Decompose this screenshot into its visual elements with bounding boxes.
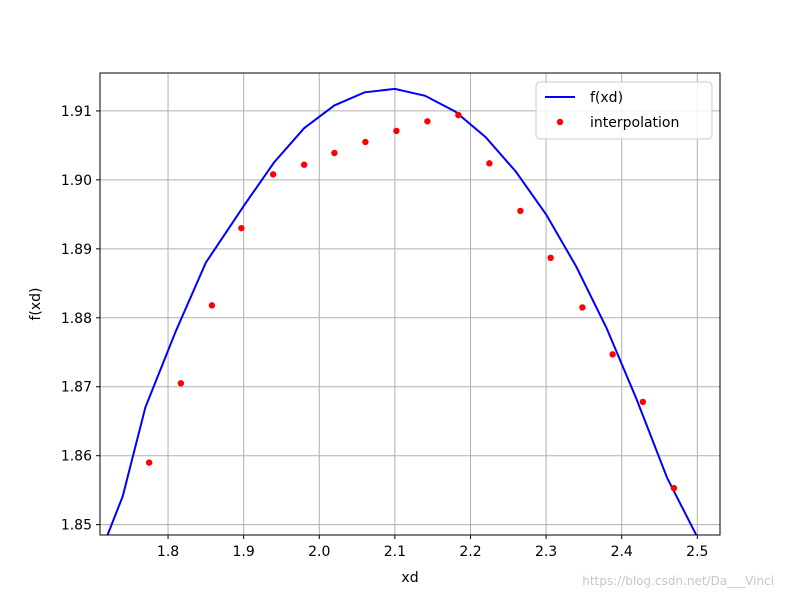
y-tick-label: 1.87 <box>61 380 92 396</box>
interpolation-point <box>517 207 524 215</box>
interpolation-point <box>300 161 308 168</box>
x-tick-label: 2.4 <box>611 544 633 560</box>
interpolation-point <box>393 127 400 135</box>
legend-box <box>535 81 713 140</box>
x-axis-label: xd <box>401 570 418 586</box>
y-tick-label: 1.85 <box>61 518 92 534</box>
interpolation-point <box>547 254 554 261</box>
legend: f(xd) interpolation <box>535 81 713 140</box>
x-tick-label: 2.5 <box>686 544 708 560</box>
interpolation-point <box>486 160 493 167</box>
series-line-f-xd <box>106 87 698 535</box>
interpolation-point <box>609 351 616 358</box>
interpolation-point <box>238 224 245 232</box>
legend-dot-swatch <box>556 118 564 126</box>
interpolation-point <box>208 302 216 309</box>
y-tick-label: 1.90 <box>61 173 92 189</box>
axes-frame <box>99 72 721 536</box>
legend-label: f(xd) <box>590 90 623 106</box>
y-tick-label: 1.88 <box>61 311 92 327</box>
interpolation-point <box>269 171 277 178</box>
y-axis-label: f(xd) <box>28 287 44 320</box>
plot-area <box>106 87 698 535</box>
interpolation-point <box>177 380 185 387</box>
interpolation-point <box>331 149 338 157</box>
x-tick-label: 2.1 <box>384 544 406 560</box>
x-tick-label: 2.3 <box>535 544 557 560</box>
y-tick-label: 1.91 <box>61 104 92 120</box>
x-tick-label: 1.8 <box>157 544 179 560</box>
interpolation-point <box>639 398 647 406</box>
interpolation-point <box>424 118 431 125</box>
grid <box>100 73 720 535</box>
watermark: https://blog.csdn.net/Da___Vinci <box>582 574 774 588</box>
x-tick-label: 2.0 <box>308 544 330 560</box>
legend-label: interpolation <box>590 115 679 131</box>
interpolation-point <box>145 459 153 466</box>
y-tick-label: 1.86 <box>61 449 92 465</box>
interpolation-point <box>362 138 369 146</box>
x-tick-label: 1.9 <box>233 544 255 560</box>
interpolation-point <box>455 111 462 119</box>
y-tick-label: 1.89 <box>61 242 92 258</box>
interpolation-point <box>670 484 678 492</box>
interpolation-point <box>579 304 586 311</box>
ticks: 1.8 1.9 2.0 2.1 2.2 2.3 2.4 2.5 1.85 1.86 1.87 1.88… <box>61 104 709 560</box>
x-tick-label: 2.2 <box>459 544 481 560</box>
